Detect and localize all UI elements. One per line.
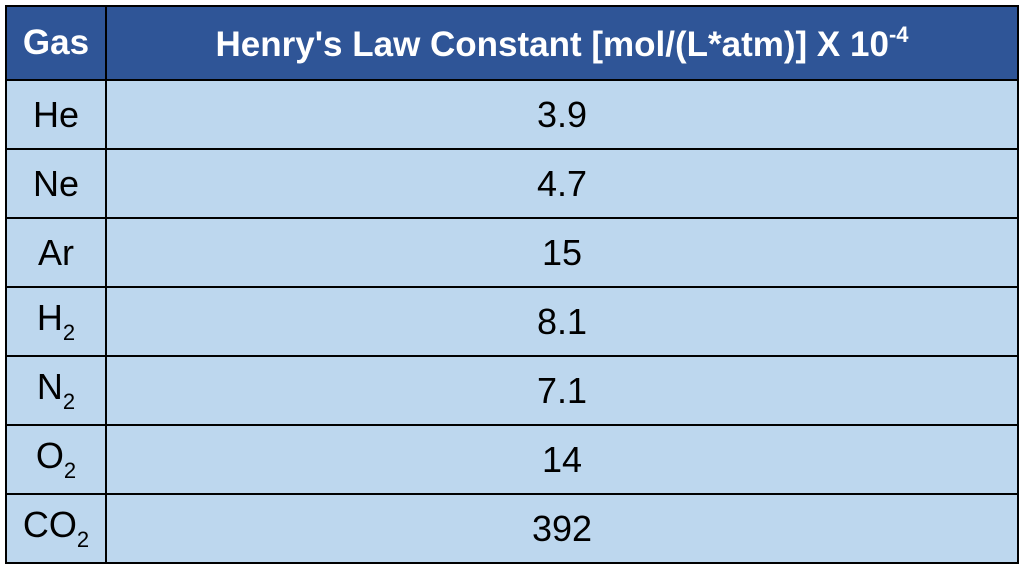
- gas-subscript: 2: [62, 320, 76, 345]
- row: H2 8.1: [5, 286, 1019, 357]
- header-constant-text: Henry's Law Constant [mol/(L*atm)] X 10: [215, 24, 889, 64]
- value-cell: 14: [105, 424, 1019, 495]
- header-constant: Henry's Law Constant [mol/(L*atm)] X 10-…: [105, 5, 1019, 81]
- gas-subscript: 2: [62, 389, 76, 414]
- row: Ne 4.7: [5, 148, 1019, 219]
- value-cell: 392: [105, 493, 1019, 564]
- row: Ar 15: [5, 217, 1019, 288]
- table-head: Gas Henry's Law Constant [mol/(L*atm)] X…: [5, 5, 1019, 81]
- gas-subscript: 2: [76, 527, 90, 552]
- gas-cell: H2: [5, 286, 107, 357]
- gas-subscript: 2: [63, 458, 77, 483]
- value-cell: 3.9: [105, 79, 1019, 150]
- gas-cell: O2: [5, 424, 107, 495]
- value-cell: 4.7: [105, 148, 1019, 219]
- gas-name: CO: [22, 504, 77, 545]
- value-cell: 7.1: [105, 355, 1019, 426]
- henry-table: Gas Henry's Law Constant [mol/(L*atm)] X…: [5, 5, 1019, 564]
- value-cell: 15: [105, 217, 1019, 288]
- row: CO2 392: [5, 493, 1019, 564]
- gas-name: O: [35, 435, 64, 476]
- header-row: Gas Henry's Law Constant [mol/(L*atm)] X…: [5, 5, 1019, 81]
- header-gas: Gas: [5, 5, 107, 81]
- row: He 3.9: [5, 79, 1019, 150]
- gas-cell: N2: [5, 355, 107, 426]
- row: N2 7.1: [5, 355, 1019, 426]
- row: O2 14: [5, 424, 1019, 495]
- gas-name: Ne: [32, 162, 80, 204]
- gas-cell: Ar: [5, 217, 107, 288]
- gas-cell: CO2: [5, 493, 107, 564]
- table-body: He 3.9 Ne 4.7 Ar 15 H2 8.1 N2 7.1 O2 14 CO2 392: [5, 79, 1019, 564]
- gas-cell: Ne: [5, 148, 107, 219]
- gas-cell: He: [5, 79, 107, 150]
- gas-name: H: [36, 297, 63, 338]
- value-cell: 8.1: [105, 286, 1019, 357]
- gas-name: He: [32, 93, 80, 135]
- header-exponent: -4: [888, 21, 909, 47]
- gas-name: Ar: [38, 231, 74, 273]
- gas-name: N: [36, 366, 63, 407]
